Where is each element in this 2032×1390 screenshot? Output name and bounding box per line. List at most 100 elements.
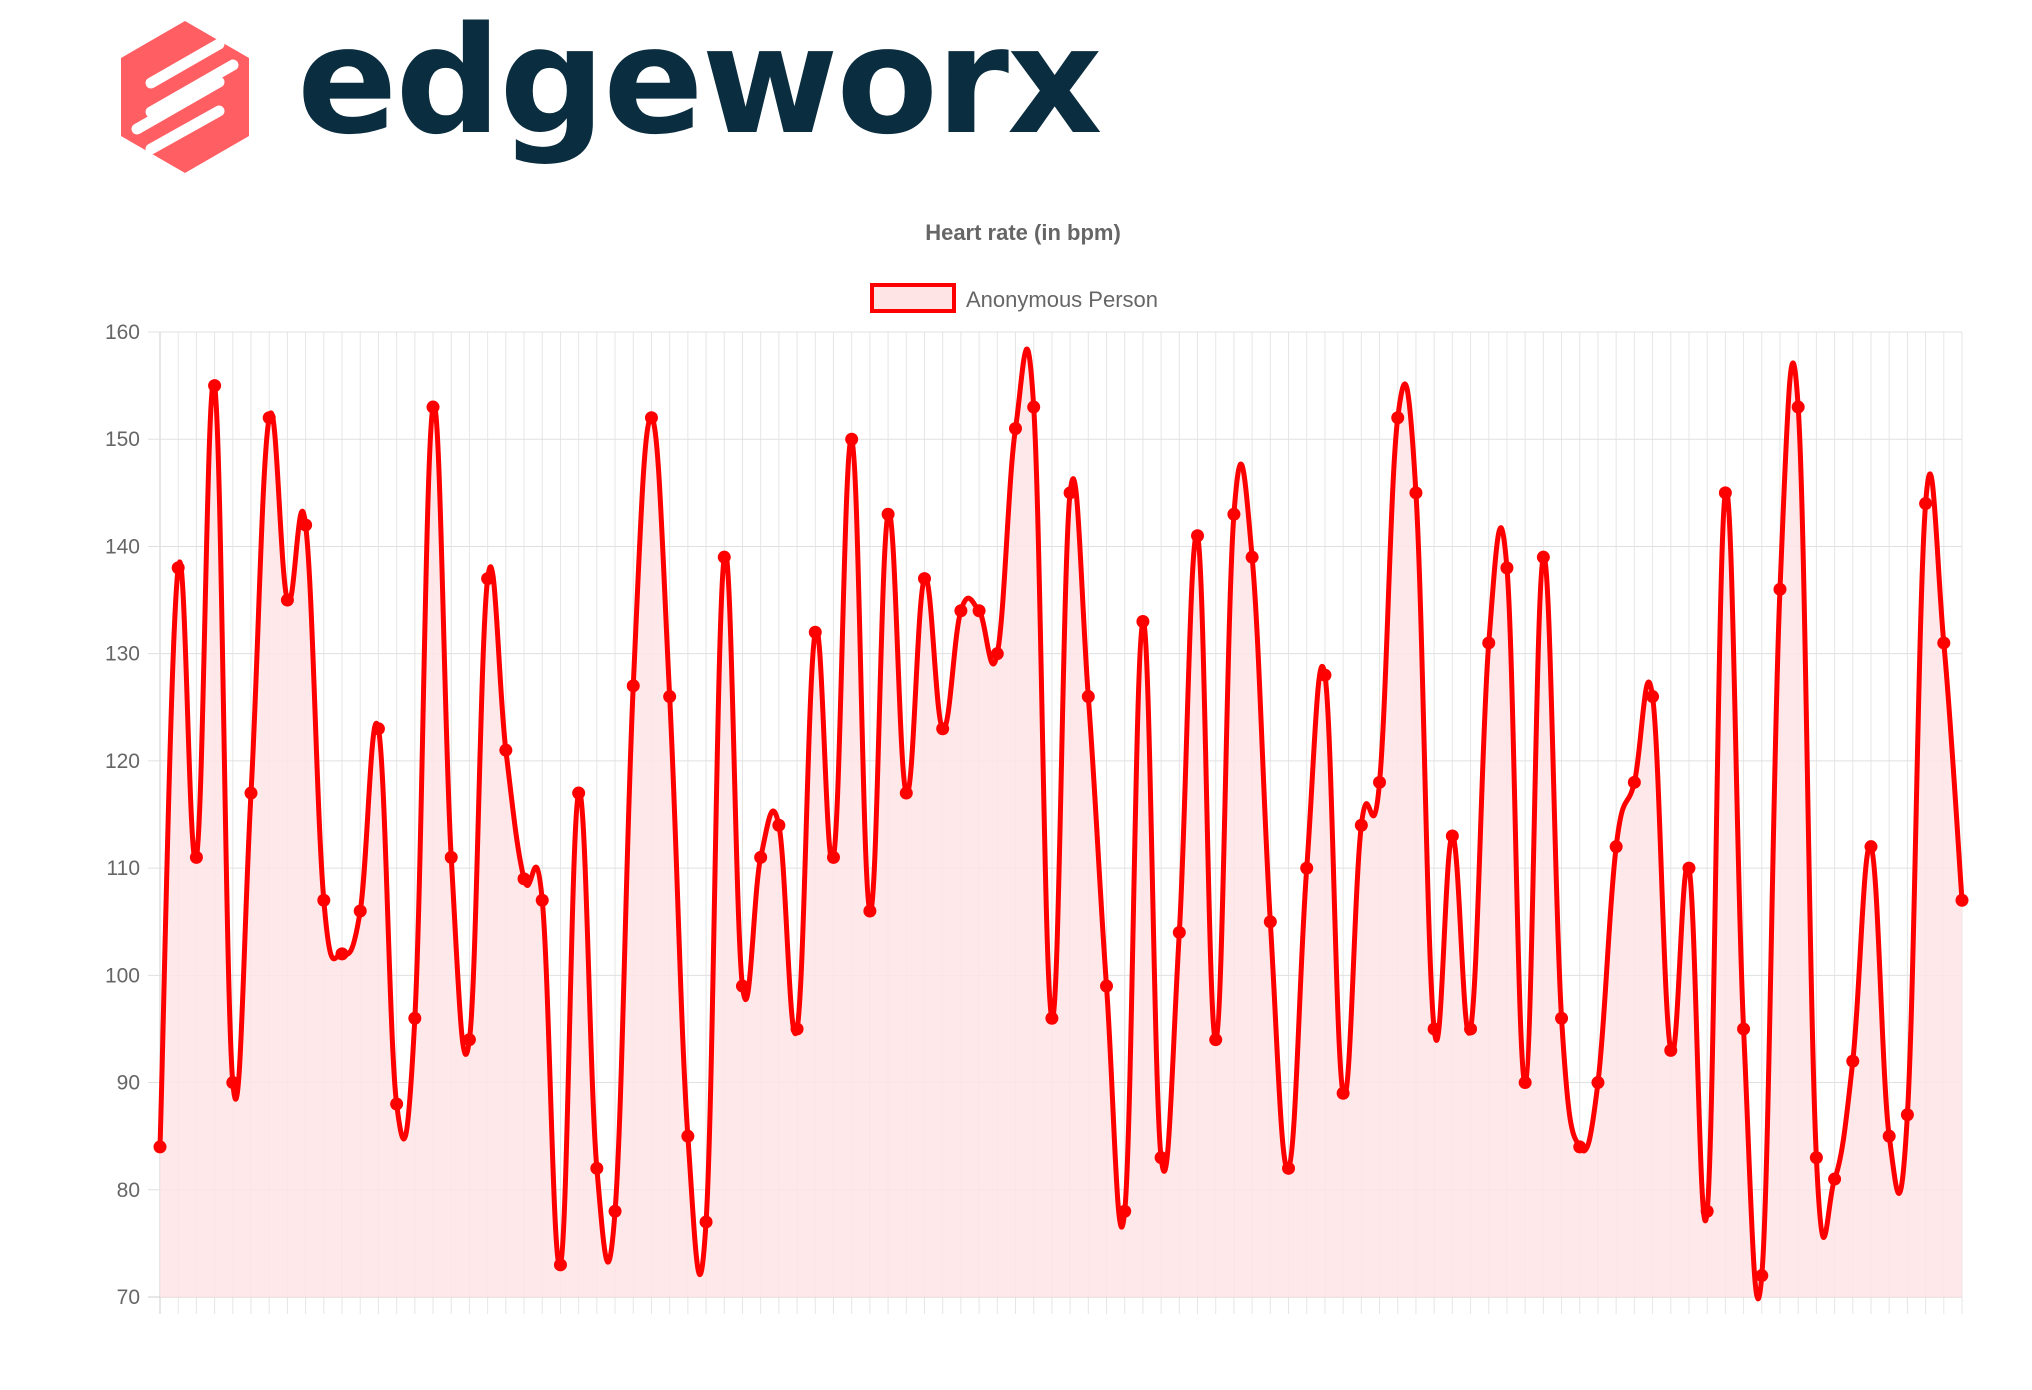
data-point[interactable]: [1682, 861, 1696, 875]
data-point[interactable]: [917, 572, 931, 586]
data-point[interactable]: [553, 1258, 567, 1272]
data-point[interactable]: [1791, 400, 1805, 414]
data-point[interactable]: [1336, 1086, 1350, 1100]
data-point[interactable]: [1008, 422, 1022, 435]
data-point[interactable]: [371, 722, 385, 736]
data-point[interactable]: [754, 850, 768, 864]
data-point[interactable]: [1664, 1043, 1678, 1057]
data-point[interactable]: [626, 679, 640, 693]
data-point[interactable]: [1919, 497, 1933, 511]
data-point[interactable]: [1809, 1151, 1823, 1165]
data-point[interactable]: [1354, 818, 1368, 832]
data-point[interactable]: [535, 893, 549, 907]
data-point[interactable]: [1172, 925, 1186, 939]
data-point[interactable]: [1518, 1076, 1532, 1090]
data-point[interactable]: [1464, 1022, 1478, 1036]
data-point[interactable]: [1318, 668, 1332, 682]
data-point[interactable]: [881, 507, 895, 521]
data-point[interactable]: [1191, 529, 1205, 543]
data-point[interactable]: [1045, 1011, 1059, 1025]
data-point[interactable]: [572, 786, 586, 800]
data-point[interactable]: [244, 786, 258, 800]
data-point[interactable]: [1081, 690, 1095, 704]
data-point[interactable]: [1937, 636, 1951, 650]
data-point[interactable]: [517, 872, 531, 886]
data-point[interactable]: [1609, 840, 1623, 854]
data-point[interactable]: [1627, 775, 1641, 789]
data-point[interactable]: [171, 561, 185, 575]
data-point[interactable]: [1154, 1151, 1168, 1165]
data-point[interactable]: [936, 722, 950, 736]
data-point[interactable]: [1573, 1140, 1587, 1154]
data-point[interactable]: [863, 904, 877, 918]
data-point[interactable]: [1536, 550, 1550, 564]
data-point[interactable]: [335, 947, 349, 961]
data-point[interactable]: [1391, 411, 1405, 425]
data-point[interactable]: [481, 572, 495, 586]
data-point[interactable]: [1409, 486, 1423, 500]
data-point[interactable]: [845, 432, 859, 446]
data-point[interactable]: [262, 411, 276, 425]
data-point[interactable]: [590, 1161, 604, 1175]
data-point[interactable]: [1591, 1076, 1605, 1090]
data-point[interactable]: [1500, 561, 1514, 575]
data-point[interactable]: [1282, 1161, 1296, 1175]
data-point[interactable]: [1555, 1011, 1569, 1025]
legend[interactable]: Anonymous Person: [870, 283, 1158, 313]
data-point[interactable]: [717, 550, 731, 564]
data-point[interactable]: [1482, 636, 1496, 650]
data-point[interactable]: [808, 625, 822, 639]
data-point[interactable]: [954, 604, 968, 618]
data-point[interactable]: [208, 379, 222, 393]
data-point[interactable]: [1773, 582, 1787, 596]
data-point[interactable]: [1427, 1022, 1441, 1036]
data-point[interactable]: [1828, 1172, 1842, 1186]
data-point[interactable]: [899, 786, 913, 800]
data-point[interactable]: [826, 850, 840, 864]
data-point[interactable]: [699, 1215, 713, 1229]
data-point[interactable]: [790, 1022, 804, 1036]
data-point[interactable]: [226, 1076, 240, 1090]
data-point[interactable]: [1646, 690, 1660, 704]
data-point[interactable]: [772, 818, 786, 832]
data-point[interactable]: [462, 1033, 476, 1047]
data-point[interactable]: [1245, 550, 1259, 564]
data-point[interactable]: [1263, 915, 1277, 929]
data-point[interactable]: [608, 1204, 622, 1218]
data-point[interactable]: [735, 979, 749, 993]
data-point[interactable]: [1300, 861, 1314, 875]
data-point[interactable]: [644, 411, 658, 425]
data-point[interactable]: [1373, 775, 1387, 789]
data-point[interactable]: [1864, 840, 1878, 854]
data-point[interactable]: [408, 1011, 422, 1025]
data-point[interactable]: [681, 1129, 695, 1143]
data-point[interactable]: [1136, 615, 1150, 628]
data-point[interactable]: [1900, 1108, 1914, 1122]
data-point[interactable]: [1955, 893, 1969, 907]
data-point[interactable]: [444, 850, 458, 864]
data-point[interactable]: [426, 400, 440, 414]
data-point[interactable]: [972, 604, 986, 618]
data-point[interactable]: [317, 893, 331, 907]
data-point[interactable]: [1063, 486, 1077, 500]
data-point[interactable]: [990, 647, 1004, 661]
data-point[interactable]: [353, 904, 367, 918]
data-point[interactable]: [499, 743, 513, 757]
data-point[interactable]: [1755, 1269, 1769, 1283]
data-point[interactable]: [1027, 400, 1041, 414]
data-point[interactable]: [280, 593, 294, 607]
data-point[interactable]: [1100, 979, 1114, 993]
data-point[interactable]: [299, 518, 313, 532]
data-point[interactable]: [189, 850, 203, 864]
data-point[interactable]: [390, 1097, 404, 1111]
data-point[interactable]: [153, 1140, 167, 1154]
data-point[interactable]: [663, 690, 677, 704]
data-point[interactable]: [1209, 1033, 1223, 1047]
data-point[interactable]: [1882, 1129, 1896, 1143]
data-point[interactable]: [1700, 1204, 1714, 1218]
data-point[interactable]: [1118, 1204, 1132, 1218]
data-point[interactable]: [1445, 829, 1459, 843]
data-point[interactable]: [1718, 486, 1732, 500]
data-point[interactable]: [1846, 1054, 1860, 1068]
data-point[interactable]: [1737, 1022, 1751, 1036]
